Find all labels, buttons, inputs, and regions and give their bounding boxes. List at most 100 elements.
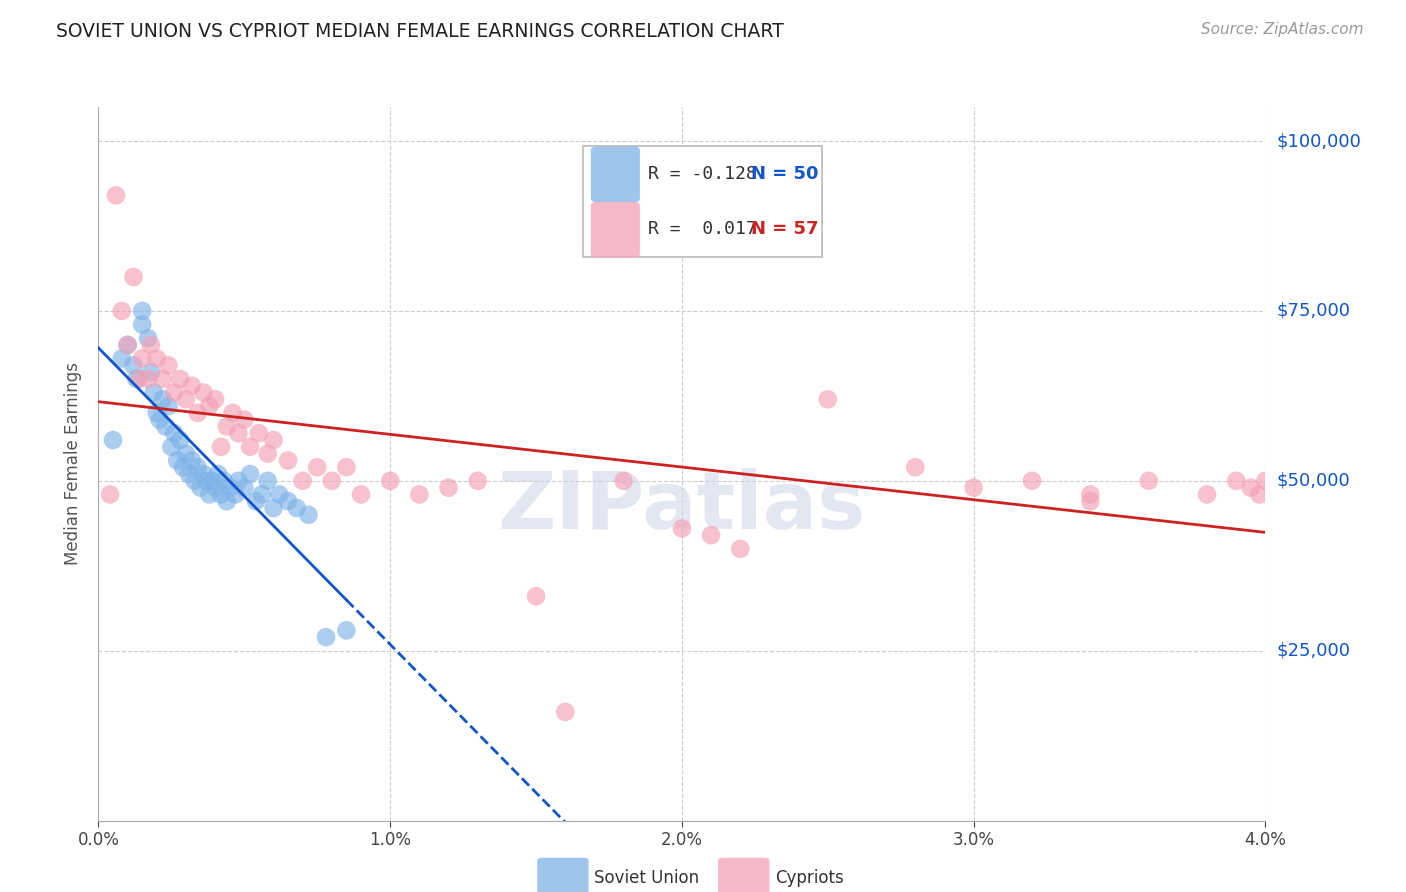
Point	[125, 372, 148, 386]
Point	[209, 487, 232, 501]
Text: $75,000: $75,000	[1277, 301, 1351, 320]
Point	[166, 453, 188, 467]
Point	[187, 406, 209, 420]
Point	[169, 372, 191, 386]
Point	[101, 433, 124, 447]
Point	[198, 487, 221, 501]
Point	[335, 624, 357, 638]
Text: Soviet Union: Soviet Union	[595, 869, 700, 887]
Point	[193, 467, 215, 481]
Point	[146, 351, 169, 366]
Text: N = 57: N = 57	[751, 220, 818, 238]
Point	[142, 385, 165, 400]
Text: Cypriots: Cypriots	[775, 869, 844, 887]
Text: R =  0.017: R = 0.017	[648, 220, 756, 238]
Point	[245, 494, 267, 508]
Point	[285, 501, 308, 516]
Point	[111, 351, 134, 366]
Point	[187, 460, 209, 475]
Point	[262, 501, 284, 516]
Point	[131, 351, 153, 366]
Point	[250, 487, 273, 501]
Point	[117, 338, 139, 352]
Point	[139, 365, 162, 379]
Point	[700, 528, 723, 542]
Point	[335, 460, 357, 475]
Text: $50,000: $50,000	[1277, 472, 1350, 490]
FancyBboxPatch shape	[591, 202, 640, 258]
Point	[215, 494, 238, 508]
Point	[177, 467, 200, 481]
Point	[209, 440, 232, 454]
Point	[139, 338, 162, 352]
Text: $100,000: $100,000	[1277, 132, 1361, 150]
Point	[218, 481, 240, 495]
Point	[201, 474, 224, 488]
Point	[198, 399, 221, 413]
Text: $25,000: $25,000	[1277, 641, 1351, 660]
Point	[207, 467, 229, 481]
Y-axis label: Median Female Earnings: Median Female Earnings	[65, 362, 83, 566]
Point	[111, 304, 134, 318]
Point	[554, 705, 576, 719]
FancyBboxPatch shape	[537, 858, 589, 892]
Point	[1021, 474, 1043, 488]
Point	[262, 433, 284, 447]
Point	[256, 474, 278, 488]
Point	[155, 419, 177, 434]
Point	[122, 269, 145, 284]
Point	[1195, 487, 1218, 501]
FancyBboxPatch shape	[591, 146, 640, 202]
Point	[291, 474, 314, 488]
Point	[378, 474, 402, 488]
Point	[204, 392, 226, 407]
Point	[160, 440, 183, 454]
Point	[233, 412, 256, 426]
Point	[277, 453, 299, 467]
Point	[212, 474, 235, 488]
Point	[190, 481, 212, 495]
Point	[277, 494, 299, 508]
Point	[1240, 481, 1263, 495]
Point	[1080, 487, 1102, 501]
Point	[239, 467, 262, 481]
Point	[321, 474, 343, 488]
Point	[817, 392, 839, 407]
Point	[204, 481, 226, 495]
Point	[904, 460, 927, 475]
Point	[117, 338, 139, 352]
Point	[136, 372, 159, 386]
Point	[193, 385, 215, 400]
Point	[728, 541, 751, 556]
Point	[225, 487, 247, 501]
Point	[1249, 487, 1271, 501]
Point	[136, 331, 159, 345]
Point	[163, 426, 186, 441]
Point	[228, 426, 250, 441]
Point	[122, 359, 145, 373]
FancyBboxPatch shape	[718, 858, 769, 892]
Point	[269, 487, 291, 501]
Point	[183, 474, 205, 488]
Point	[297, 508, 319, 522]
Point	[104, 188, 127, 202]
Point	[215, 419, 238, 434]
Point	[612, 474, 634, 488]
Point	[1254, 474, 1277, 488]
Point	[1080, 494, 1102, 508]
Point	[180, 378, 202, 392]
Point	[307, 460, 329, 475]
Point	[228, 474, 250, 488]
Point	[524, 590, 547, 604]
Point	[152, 372, 174, 386]
Point	[157, 399, 180, 413]
Text: ZIPatlas: ZIPatlas	[498, 467, 866, 546]
Point	[671, 521, 693, 535]
Point	[256, 447, 278, 461]
Point	[149, 412, 172, 426]
Point	[146, 406, 169, 420]
Text: SOVIET UNION VS CYPRIOT MEDIAN FEMALE EARNINGS CORRELATION CHART: SOVIET UNION VS CYPRIOT MEDIAN FEMALE EA…	[56, 22, 785, 41]
Point	[174, 392, 197, 407]
Point	[172, 460, 194, 475]
Point	[152, 392, 174, 407]
